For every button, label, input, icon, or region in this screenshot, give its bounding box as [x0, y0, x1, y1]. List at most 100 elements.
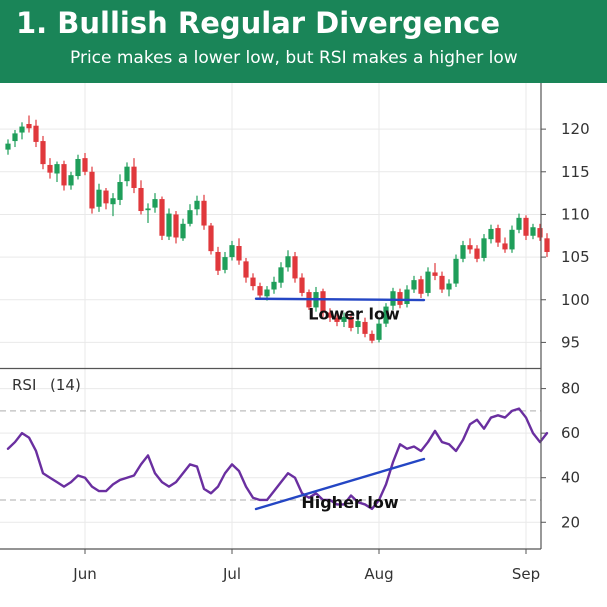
- divergence-trendline: [254, 457, 426, 511]
- candle-body: [481, 238, 487, 258]
- rsi-line: [6, 407, 549, 511]
- candle-body: [103, 190, 109, 204]
- candle-body: [537, 228, 543, 238]
- candle-body: [243, 261, 249, 278]
- candle-body: [12, 133, 18, 142]
- candle-body: [75, 158, 81, 177]
- rsi-period-label: (14): [50, 376, 81, 394]
- candle-body: [516, 217, 522, 230]
- candle-body: [439, 275, 445, 290]
- rsi-tick-label: 60: [561, 424, 580, 442]
- rsi-tick-label: 20: [561, 513, 580, 531]
- candle-body: [166, 213, 172, 237]
- x-tick-label: Aug: [364, 565, 393, 583]
- rsi-tick-label: 80: [561, 380, 580, 398]
- candle-body: [530, 227, 536, 236]
- chart-subtitle: Price makes a lower low, but RSI makes a…: [70, 48, 518, 68]
- candle-body: [362, 321, 368, 334]
- candle-body: [145, 208, 151, 211]
- candle-body: [509, 229, 515, 250]
- candle-body: [152, 199, 158, 208]
- candle-body: [446, 283, 452, 290]
- candle-body: [320, 291, 326, 313]
- candle-body: [215, 251, 221, 271]
- candle-body: [488, 228, 494, 240]
- divergence-label: Lower low: [308, 304, 400, 323]
- candle-body: [432, 272, 438, 276]
- rsi-tick-label: 40: [561, 469, 580, 487]
- rsi-panel-label: RSI: [12, 376, 36, 394]
- candle-body: [257, 286, 263, 296]
- candle-body: [180, 223, 186, 239]
- candle-body: [68, 175, 74, 186]
- candle-body: [425, 271, 431, 293]
- candle-body: [390, 291, 396, 306]
- candle-body: [208, 225, 214, 252]
- candle-body: [341, 316, 347, 322]
- chart-header: 1. Bullish Regular Divergence Price make…: [0, 0, 607, 83]
- price-tick-label: 120: [561, 120, 590, 138]
- candle-body: [404, 289, 410, 305]
- candle-body: [474, 248, 480, 259]
- candle-body: [369, 333, 375, 341]
- x-tick-label: Jun: [72, 565, 96, 583]
- candle-body: [159, 199, 165, 236]
- candle-body: [285, 256, 291, 268]
- candle-body: [173, 214, 179, 238]
- candle-body: [110, 198, 116, 205]
- candle-body: [460, 245, 466, 259]
- candle-body: [334, 317, 340, 322]
- candle-body: [411, 280, 417, 290]
- candle-body: [453, 258, 459, 284]
- candle-body: [271, 281, 277, 290]
- candle-body: [96, 189, 102, 207]
- candle-body: [61, 164, 67, 186]
- candle-body: [383, 306, 389, 324]
- price-tick-label: 100: [561, 291, 590, 309]
- candle-body: [19, 126, 25, 133]
- candle-body: [26, 124, 32, 129]
- chart-title: 1. Bullish Regular Divergence: [16, 6, 500, 40]
- candle-body: [278, 267, 284, 283]
- candle-body: [299, 277, 305, 293]
- candle-body: [222, 257, 228, 270]
- candle-body: [327, 312, 333, 318]
- candle-body: [124, 166, 130, 182]
- candle-body: [187, 210, 193, 224]
- candle-body: [397, 292, 403, 305]
- x-tick-label: Sep: [512, 565, 540, 583]
- candle-body: [117, 182, 123, 200]
- candle-body: [250, 277, 256, 287]
- candle-body: [201, 200, 207, 226]
- candle-body: [40, 141, 46, 165]
- candle-body: [348, 316, 354, 328]
- candle-body: [355, 321, 361, 328]
- candle-body: [47, 164, 53, 173]
- divergence-label: Higher low: [301, 493, 399, 512]
- candle-body: [194, 200, 200, 210]
- candle-body: [544, 238, 550, 252]
- price-tick-label: 115: [561, 163, 590, 181]
- candle-body: [54, 164, 60, 174]
- chart-canvas: Jun Jul Aug Sep 95 100 105 110 115 120 20 40 60 80 RSI…: [0, 83, 590, 583]
- candle-body: [292, 256, 298, 279]
- x-tick-label: Jul: [222, 565, 241, 583]
- candle-body: [138, 187, 144, 212]
- candle-body: [467, 245, 473, 250]
- candle-body: [236, 246, 242, 261]
- price-tick-label: 110: [561, 205, 590, 223]
- price-tick-label: 95: [561, 333, 580, 351]
- candle-body: [89, 171, 95, 209]
- candle-body: [229, 245, 235, 258]
- candle-body: [82, 158, 88, 172]
- candle-body: [523, 217, 529, 236]
- candle-body: [5, 143, 11, 150]
- candle-body: [502, 243, 508, 250]
- candle-body: [131, 166, 137, 188]
- candle-body: [33, 125, 39, 142]
- price-tick-label: 105: [561, 248, 590, 266]
- candle-body: [418, 279, 424, 294]
- candle-body: [264, 289, 270, 297]
- candle-body: [495, 228, 501, 243]
- divergence-trendline: [254, 297, 426, 302]
